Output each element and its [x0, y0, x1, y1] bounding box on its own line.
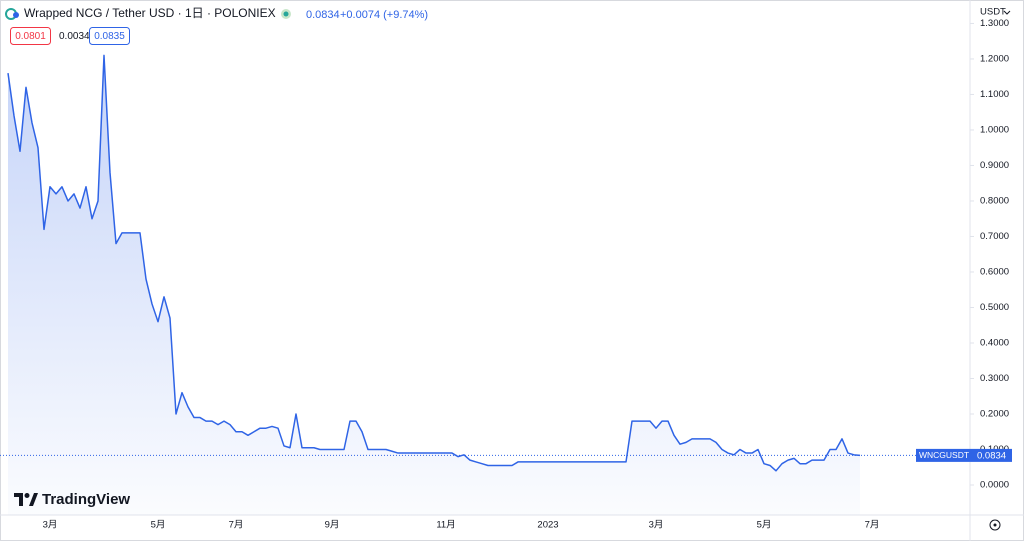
y-tick-label: 0.3000: [980, 373, 1009, 384]
y-tick-label: 0.5000: [980, 302, 1009, 313]
y-tick-label: 0.2000: [980, 409, 1009, 420]
x-tick-label: 2023: [537, 520, 558, 531]
tradingview-logo: [14, 493, 38, 506]
area-fill: [8, 55, 860, 516]
y-tick-label: 0.6000: [980, 266, 1009, 277]
settings-icon[interactable]: [989, 519, 1001, 531]
price-label-bg: [970, 448, 1012, 462]
price-line: [7, 54, 861, 472]
y-tick-label: 0.7000: [980, 231, 1009, 242]
price-change: +0.0074 (+9.74%): [340, 9, 428, 21]
x-tick-label: 5月: [151, 520, 166, 531]
x-tick-label: 3月: [649, 520, 664, 531]
y-tick-label: 0.4000: [980, 338, 1009, 349]
y-tick-label: 0.9000: [980, 160, 1009, 171]
y-tick-label: 0.0000: [980, 480, 1009, 491]
plot: [7, 54, 861, 516]
bid-price: 0.0801: [15, 31, 46, 42]
symbol-label: WNCGUSDT: [919, 450, 969, 460]
bid-box[interactable]: [10, 27, 51, 45]
price-label: 0.0834: [977, 450, 1006, 461]
x-tick-label: 3月: [43, 520, 58, 531]
x-tick-label: 11月: [436, 520, 455, 531]
last-price: 0.0834: [306, 9, 340, 21]
logo-icon: [5, 8, 19, 20]
status-dot: [283, 11, 289, 17]
ask-box[interactable]: [89, 27, 130, 45]
x-tick-label: 9月: [325, 520, 340, 531]
x-tick-label: 7月: [229, 520, 244, 531]
y-tick-label: 1.3000: [980, 18, 1009, 29]
x-tick-label: 5月: [757, 520, 772, 531]
y-tick-label: 1.1000: [980, 89, 1009, 100]
symbol-label-bg: [916, 448, 970, 462]
watermark: TradingView: [42, 491, 130, 508]
spread: 0.0034: [59, 31, 90, 42]
x-tick-label: 7月: [865, 520, 880, 531]
ask-price: 0.0835: [94, 31, 125, 42]
y-tick-label: 1.2000: [980, 53, 1009, 64]
y-tick-label: 1.0000: [980, 124, 1009, 135]
currency-selector[interactable]: USDT: [980, 7, 1006, 18]
symbol-title: Wrapped NCG / Tether USD · 1日 · POLONIEX: [24, 6, 276, 20]
currency-caret: [1003, 10, 1011, 15]
y-tick-label: 0.8000: [980, 195, 1009, 206]
